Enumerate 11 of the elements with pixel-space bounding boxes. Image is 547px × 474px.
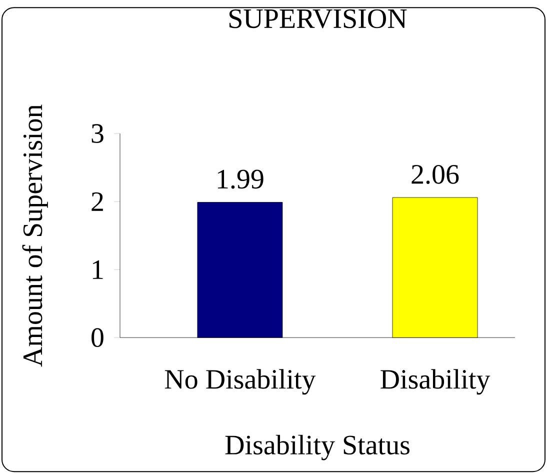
chart-title: SUPERVISION (229, 10, 407, 28)
y-tick-label: 0 (92, 328, 104, 348)
x-tick-label: Disability (380, 369, 490, 395)
y-tick-label: 3 (92, 124, 104, 144)
y-axis-title: Amount of Supervision (22, 104, 48, 367)
y-tick-label: 1 (92, 260, 103, 280)
data-label: 1.99 (218, 170, 264, 189)
x-tick-label: No Disability (164, 369, 316, 395)
data-label: 2.06 (412, 165, 459, 184)
x-axis-title: Disability Status (225, 435, 410, 460)
y-tick-label: 2 (92, 192, 103, 212)
